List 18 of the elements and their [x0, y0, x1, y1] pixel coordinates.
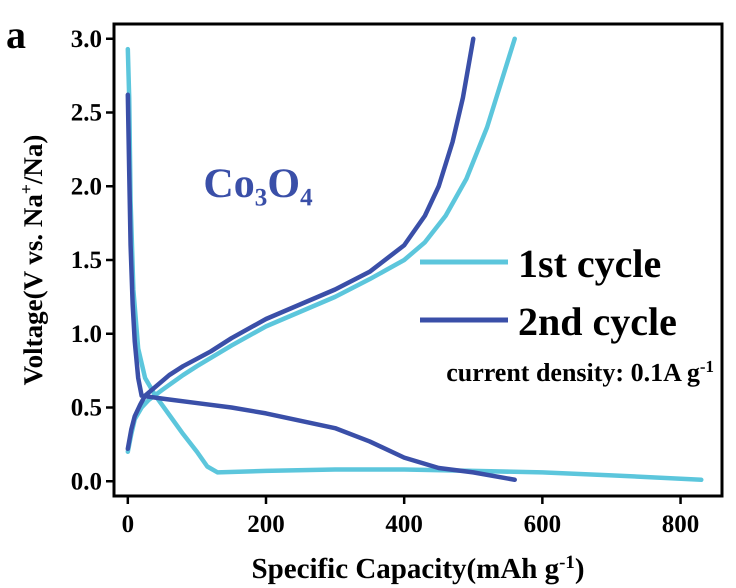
x-axis-title: Specific Capacity(mAh g$^{-1}$) — [251, 552, 585, 585]
y-tick-label: 3.0 — [70, 26, 102, 53]
x-tick-label: 0 — [122, 511, 134, 538]
y-tick-label: 2.0 — [70, 173, 102, 200]
annotation: Co₃O₄ — [203, 161, 313, 207]
y-tick-label: 1.0 — [70, 320, 102, 348]
y-tick-label: 0.0 — [70, 468, 102, 496]
legend-label: 1st cycle — [518, 241, 662, 286]
x-tick-label: 600 — [524, 511, 562, 538]
y-tick-label: 2.5 — [70, 100, 102, 126]
y-tick-label: 1.5 — [70, 247, 102, 274]
annotation: current density: 0.1A g$^{-1}$ — [446, 356, 714, 387]
x-tick-label: 200 — [247, 511, 285, 538]
x-tick-label: 800 — [662, 511, 700, 538]
legend-label: 2nd cycle — [518, 299, 677, 344]
y-tick-label: 0.5 — [70, 394, 102, 422]
text: a — [6, 12, 26, 57]
x-tick-label: 400 — [385, 511, 423, 538]
